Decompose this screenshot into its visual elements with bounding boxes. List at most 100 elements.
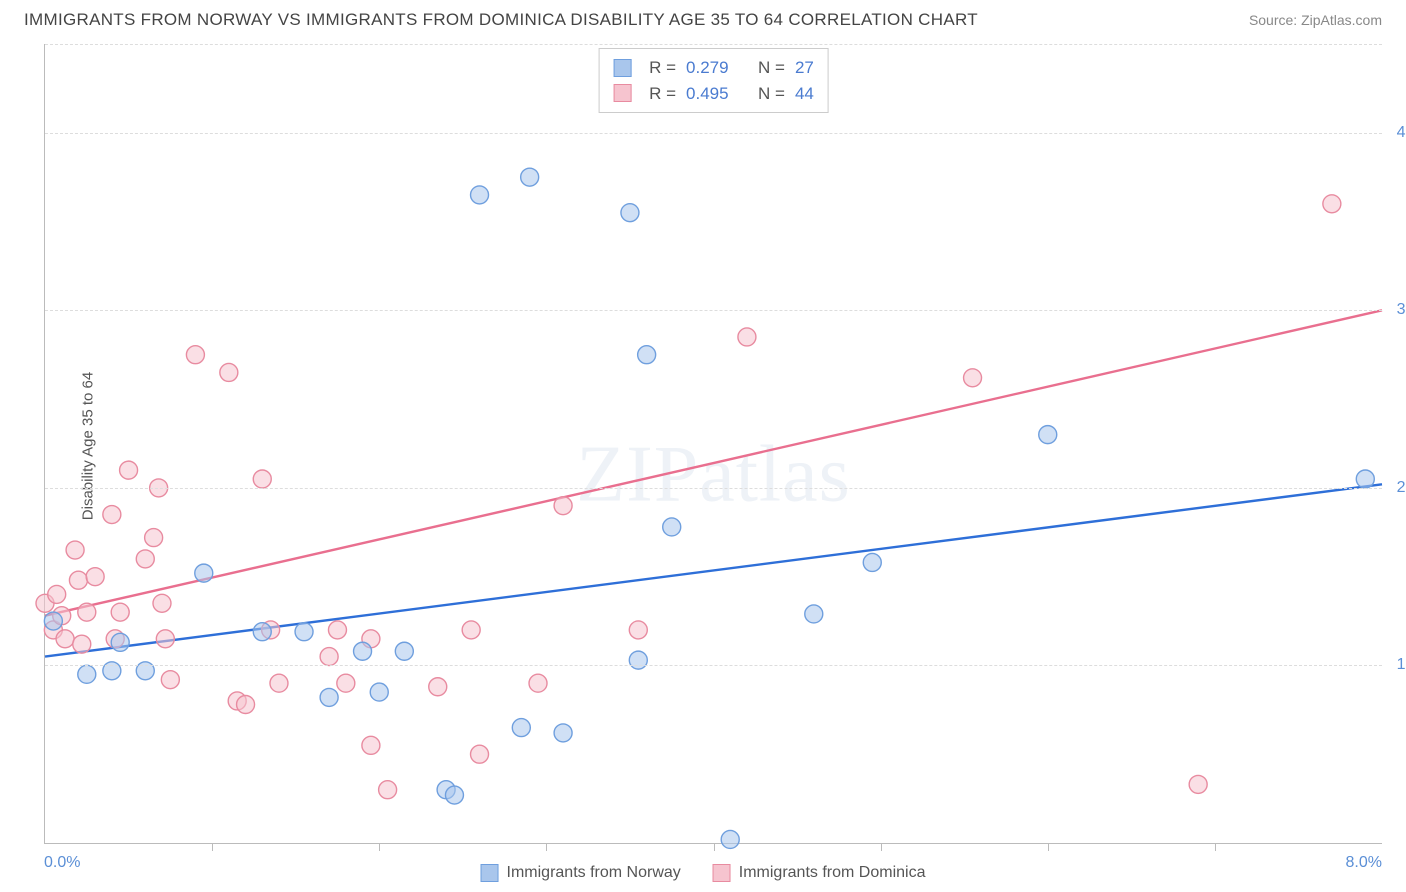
data-point [270,674,288,692]
y-tick-label: 20.0% [1397,479,1406,497]
data-point [136,550,154,568]
gridline [45,310,1382,311]
legend-label: Immigrants from Dominica [739,864,926,881]
data-point [462,621,480,639]
data-point [362,736,380,754]
data-point [1356,470,1374,488]
data-point [86,568,104,586]
data-point [663,518,681,536]
data-point [320,648,338,666]
data-point [521,168,539,186]
data-point [554,497,572,515]
x-tick [379,843,380,851]
legend-row: R = 0.495 N = 44 [613,81,814,107]
legend-swatch [481,864,499,882]
y-tick-label: 30.0% [1397,301,1406,319]
data-point [512,719,530,737]
data-point [629,621,647,639]
legend-row: R = 0.279 N = 27 [613,55,814,81]
data-point [253,470,271,488]
legend-correlation-box: R = 0.279 N = 27 R = 0.495 N = 44 [598,48,829,113]
data-point [354,642,372,660]
data-point [370,683,388,701]
data-point [295,623,313,641]
data-point [56,630,74,648]
data-point [471,745,489,763]
data-point [320,688,338,706]
data-point [111,603,129,621]
data-point [78,603,96,621]
data-point [337,674,355,692]
legend-item: Immigrants from Norway [481,864,681,882]
data-point [48,585,66,603]
plot-svg [45,44,1382,843]
data-point [805,605,823,623]
data-point [220,363,238,381]
data-point [69,571,87,589]
data-point [445,786,463,804]
source-link[interactable]: ZipAtlas.com [1301,12,1382,28]
legend-n-label: N = [758,55,785,81]
legend-r-value: 0.279 [686,55,729,81]
x-tick [1048,843,1049,851]
legend-item: Immigrants from Dominica [713,864,926,882]
legend-r-label: R = [649,81,676,107]
chart-title: IMMIGRANTS FROM NORWAY VS IMMIGRANTS FRO… [24,10,978,30]
x-tick [1215,843,1216,851]
data-point [429,678,447,696]
data-point [145,529,163,547]
data-point [395,642,413,660]
data-point [156,630,174,648]
data-point [529,674,547,692]
data-point [471,186,489,204]
gridline [45,665,1382,666]
legend-n-label: N = [758,81,785,107]
legend-n-value: 44 [795,81,814,107]
plot-box: ZIPatlas R =0.279 N =27R =0.495 N =44 10… [44,44,1382,844]
chart-container: IMMIGRANTS FROM NORWAY VS IMMIGRANTS FRO… [0,0,1406,892]
data-point [73,635,91,653]
data-point [44,612,62,630]
source-label: Source: [1249,12,1297,28]
data-point [1189,775,1207,793]
data-point [863,553,881,571]
legend-swatch [713,864,731,882]
data-point [638,346,656,364]
data-point [328,621,346,639]
data-point [738,328,756,346]
data-point [721,830,739,848]
data-point [195,564,213,582]
legend-r-label: R = [649,55,676,81]
title-bar: IMMIGRANTS FROM NORWAY VS IMMIGRANTS FRO… [0,0,1406,36]
data-point [621,204,639,222]
legend-swatch [613,59,631,77]
data-point [237,696,255,714]
legend-label: Immigrants from Norway [507,864,681,881]
data-point [78,665,96,683]
data-point [253,623,271,641]
legend-swatch [613,84,631,102]
x-tick [546,843,547,851]
data-point [186,346,204,364]
data-point [964,369,982,387]
x-tick [212,843,213,851]
y-tick-label: 10.0% [1397,656,1406,674]
data-point [120,461,138,479]
data-point [554,724,572,742]
data-point [161,671,179,689]
data-point [66,541,84,559]
source-credit: Source: ZipAtlas.com [1249,12,1382,28]
legend-n-value: 27 [795,55,814,81]
legend-r-value: 0.495 [686,81,729,107]
gridline [45,133,1382,134]
data-point [1323,195,1341,213]
gridline [45,488,1382,489]
x-axis-min-label: 0.0% [44,854,80,872]
legend-series: Immigrants from Norway Immigrants from Do… [481,864,926,882]
gridline [45,44,1382,45]
y-tick-label: 40.0% [1397,124,1406,142]
data-point [103,506,121,524]
x-tick [714,843,715,851]
x-tick [881,843,882,851]
data-point [111,633,129,651]
